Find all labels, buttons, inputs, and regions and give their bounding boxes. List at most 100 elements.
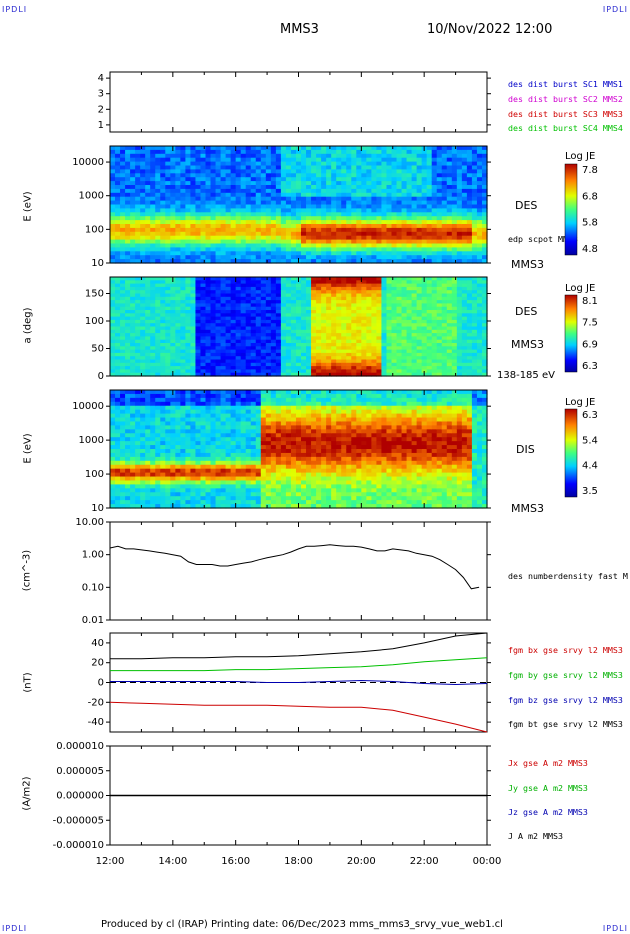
des-energy-cell: [180, 196, 186, 202]
des-energy-cell: [331, 231, 337, 237]
des-pitch-cell: [145, 372, 151, 377]
des-energy-cell: [471, 224, 478, 229]
des-energy-cell: [125, 247, 131, 252]
des-pitch-cell: [456, 296, 463, 301]
des-energy-cell: [356, 235, 362, 241]
des-pitch-cell: [180, 277, 186, 281]
des-pitch-cell: [301, 280, 307, 285]
des-pitch-cell: [411, 293, 418, 298]
des-pitch-cell: [306, 286, 312, 291]
des-energy-cell: [341, 157, 347, 163]
des-pitch-cell: [361, 369, 367, 374]
des-pitch-cell: [321, 277, 327, 281]
des-energy-cell: [306, 173, 312, 178]
des-pitch-cell: [120, 343, 126, 347]
des-pitch-cell: [215, 356, 222, 361]
des-energy-cell: [381, 224, 388, 229]
des-pitch-cell: [371, 346, 378, 351]
des-energy-cell: [190, 255, 197, 260]
des-energy-cell: [461, 235, 468, 241]
des-energy-cell: [396, 204, 403, 209]
des-pitch-cell: [225, 290, 232, 295]
des-energy-cell: [115, 165, 121, 170]
des-energy-cell: [255, 251, 262, 256]
des-energy-cell: [466, 259, 473, 264]
des-energy-cell: [311, 255, 317, 260]
des-pitch-cell: [366, 366, 372, 370]
des-pitch-cell: [220, 356, 227, 361]
des-energy-cell: [145, 192, 151, 198]
des-pitch-cell: [476, 286, 483, 291]
des-pitch-cell: [170, 300, 176, 304]
des-pitch-cell: [361, 362, 367, 367]
des-pitch-cell: [406, 319, 413, 324]
des-energy-cell: [120, 251, 126, 256]
des-energy-cell: [205, 239, 212, 245]
des-energy-cell: [396, 173, 403, 178]
des-energy-cell: [381, 255, 388, 260]
des-energy-cell: [436, 212, 443, 217]
des-energy-cell: [426, 224, 433, 229]
des-pitch-cell: [366, 283, 372, 288]
des-energy-cell: [336, 185, 342, 190]
dis-energy-cell: [165, 468, 171, 474]
des-energy-cell: [245, 169, 252, 174]
des-pitch-cell: [431, 316, 438, 321]
des-pitch-cell: [190, 280, 197, 285]
dis-energy-cell: [175, 464, 181, 470]
des-energy-cell: [341, 247, 347, 252]
dis-energy-cell: [125, 476, 131, 482]
des-pitch-cell: [401, 316, 408, 321]
des-pitch-cell: [336, 300, 342, 304]
des-pitch-cell: [195, 333, 202, 337]
des-energy-cell: [205, 200, 212, 206]
des-energy-cell: [381, 247, 388, 252]
des-pitch-cell: [160, 316, 166, 321]
dis-energy-cell: [170, 405, 176, 411]
des-energy-cell: [210, 185, 217, 190]
des-energy-cell: [461, 192, 468, 198]
dis-energy-cell: [160, 409, 166, 415]
des-energy-cell: [285, 192, 292, 198]
des-pitch-cell: [215, 333, 222, 337]
des-energy-cell: [230, 231, 237, 237]
des-energy-cell: [371, 255, 378, 260]
dis-energy-cell: [180, 413, 186, 419]
des-energy-cell: [411, 196, 418, 202]
dis-energy-cell: [170, 441, 176, 446]
des-energy-cell: [436, 224, 443, 229]
des-energy-cell: [406, 181, 413, 186]
des-pitch-cell: [326, 333, 332, 337]
des-energy-cell: [361, 185, 367, 190]
des-energy-cell: [366, 235, 372, 241]
des-energy-cell: [476, 212, 483, 217]
des-pitch-cell: [336, 296, 342, 301]
des-energy-cell: [376, 255, 383, 260]
dis-energy-cell: [180, 500, 186, 505]
dis-energy-cell: [155, 480, 161, 485]
des-pitch-cell: [461, 316, 468, 321]
des-pitch-cell: [220, 283, 227, 288]
des-energy-cell: [356, 196, 362, 202]
des-pitch-cell: [175, 290, 181, 295]
des-pitch-cell: [471, 280, 478, 285]
des-energy-cell: [120, 165, 126, 170]
des-pitch-cell: [265, 329, 272, 334]
des-energy-cell: [290, 204, 297, 209]
dis-energy-cell: [175, 413, 181, 419]
des-pitch-cell: [270, 366, 277, 370]
des-pitch-cell: [275, 362, 282, 367]
des-energy-cell: [476, 204, 483, 209]
des-energy-cell: [160, 243, 166, 248]
des-pitch-cell: [421, 316, 428, 321]
des-energy-cell: [180, 235, 186, 241]
dis-energy-cell: [155, 472, 161, 478]
des-pitch-cell: [476, 277, 483, 281]
des-energy-cell: [346, 181, 352, 186]
des-energy-cell: [441, 212, 448, 217]
des-pitch-cell: [255, 362, 262, 367]
des-pitch-cell: [461, 293, 468, 298]
des-energy-cell: [150, 149, 156, 155]
des-energy-cell: [160, 173, 166, 178]
des-energy-cell: [185, 177, 192, 182]
